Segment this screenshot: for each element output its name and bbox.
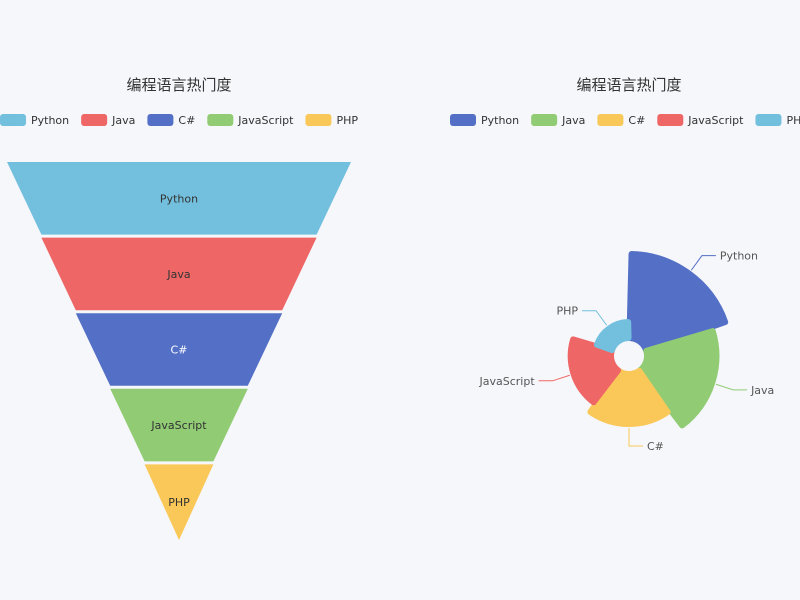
funnel-label-csharp: C#	[171, 344, 188, 357]
funnel-segment-javascript[interactable]	[110, 388, 248, 462]
rose-label-line-php	[582, 310, 608, 326]
funnel-segment-php[interactable]	[144, 464, 214, 540]
rose-label-csharp: C#	[647, 440, 664, 453]
legend-item-java[interactable]: Java	[531, 114, 585, 127]
rose-marks: Python Java C# JavaScript PHP	[479, 250, 775, 453]
legend-swatch	[305, 114, 332, 126]
legend-swatch	[0, 114, 27, 126]
legend-label: PHP	[336, 114, 358, 127]
legend-swatch	[207, 114, 234, 126]
legend-item-javascript[interactable]: JavaScript	[657, 114, 744, 127]
rose-label-python: Python	[720, 250, 758, 263]
rose-slice-python[interactable]	[626, 251, 729, 354]
rose-slice-java[interactable]	[636, 328, 720, 429]
legend-swatch	[657, 114, 684, 126]
funnel-chart: 编程语言热门度 Python Java C# JavaScript PHP Python…	[0, 76, 358, 540]
legend-item-php[interactable]: PHP	[755, 114, 800, 127]
funnel-label-python: Python	[160, 192, 198, 205]
legend-swatch	[755, 114, 782, 126]
rose-slice-javascript[interactable]	[567, 336, 622, 406]
rose-label-php: PHP	[557, 305, 579, 318]
legend-label: Java	[561, 114, 585, 127]
rose-label-javascript: JavaScript	[479, 375, 536, 388]
funnel-segment-csharp[interactable]	[75, 313, 283, 386]
rose-label-line-java	[715, 383, 748, 391]
funnel-segment-java[interactable]	[41, 237, 317, 311]
legend-label: PHP	[786, 114, 800, 127]
legend-label: JavaScript	[237, 114, 294, 127]
funnel-chart-title: 编程语言热门度	[126, 76, 231, 94]
legend-swatch	[531, 114, 558, 126]
rose-chart-title: 编程语言热门度	[576, 76, 681, 94]
rose-slice-php[interactable]	[593, 319, 632, 354]
rose-legend: Python Java C# JavaScript PHP	[450, 114, 800, 127]
legend-label: C#	[178, 114, 195, 127]
legend-item-java[interactable]: Java	[81, 114, 135, 127]
legend-swatch	[450, 114, 477, 126]
funnel-label-php: PHP	[168, 496, 190, 509]
legend-item-python[interactable]: Python	[450, 114, 519, 127]
funnel-segment-python[interactable]	[7, 162, 351, 235]
rose-chart: 编程语言热门度 Python Java C# JavaScript PHP Python…	[450, 76, 800, 453]
legend-item-javascript[interactable]: JavaScript	[207, 114, 294, 127]
legend-label: Python	[481, 114, 519, 127]
rose-label-line-python	[690, 255, 716, 271]
legend-item-php[interactable]: PHP	[305, 114, 358, 127]
legend-swatch	[597, 114, 624, 126]
legend-item-python[interactable]: Python	[0, 114, 69, 127]
legend-label: C#	[628, 114, 645, 127]
legend-item-csharp[interactable]: C#	[597, 114, 645, 127]
rose-label-line-javascript	[538, 374, 570, 382]
funnel-legend: Python Java C# JavaScript PHP	[0, 114, 358, 127]
funnel-label-javascript: JavaScript	[150, 419, 207, 432]
rose-label-line-csharp	[628, 428, 643, 447]
rose-label-java: Java	[750, 384, 774, 397]
funnel-label-java: Java	[166, 268, 190, 281]
legend-swatch	[147, 114, 174, 126]
legend-label: Java	[111, 114, 135, 127]
legend-item-csharp[interactable]: C#	[147, 114, 195, 127]
legend-label: JavaScript	[687, 114, 744, 127]
legend-label: Python	[31, 114, 69, 127]
legend-swatch	[81, 114, 108, 126]
funnel-marks: Python Java C# JavaScript PHP	[7, 162, 351, 540]
